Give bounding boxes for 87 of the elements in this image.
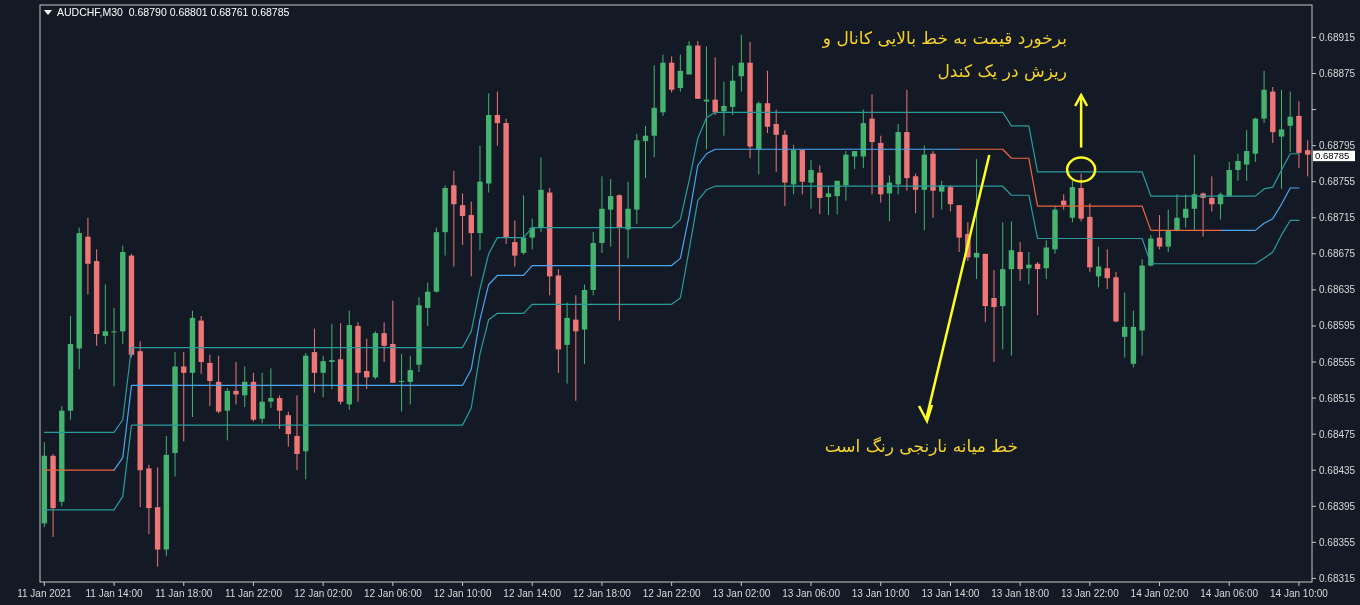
- candlestick: [1026, 251, 1032, 285]
- candlestick: [451, 170, 457, 267]
- candlestick: [425, 282, 431, 327]
- candlestick: [991, 269, 997, 363]
- y-tick-label: 0.68315: [1319, 572, 1356, 584]
- y-tick-label: 0.68795: [1319, 140, 1356, 152]
- candlestick: [1017, 241, 1023, 282]
- candlestick: [1121, 292, 1128, 359]
- y-tick-label: 0.68755: [1319, 176, 1356, 188]
- candlestick: [825, 185, 832, 216]
- candlestick: [520, 194, 527, 256]
- candlestick: [102, 283, 109, 345]
- candlestick: [1287, 91, 1293, 153]
- x-tick-label: 12 Jan 14:00: [503, 588, 562, 599]
- x-tick-label: 12 Jan 22:00: [642, 588, 701, 599]
- candlestick: [764, 70, 771, 134]
- y-tick-label: 0.68395: [1319, 500, 1356, 512]
- candlestick: [207, 354, 213, 407]
- x-tick-label: 14 Jan 06:00: [1200, 588, 1259, 599]
- x-tick-label: 11 Jan 14:00: [85, 588, 144, 599]
- candlestick: [573, 294, 579, 402]
- candlestick: [947, 184, 954, 212]
- text: 0.68785: [1315, 150, 1350, 162]
- y-tick-label: 0.68595: [1319, 320, 1356, 332]
- y-tick-label: 0.68915: [1319, 31, 1356, 43]
- candlestick: [494, 91, 501, 147]
- y-tick-label: 0.68675: [1319, 248, 1356, 260]
- x-tick-label: 13 Jan 06:00: [782, 588, 841, 599]
- x-tick-label: 13 Jan 02:00: [712, 588, 771, 599]
- candlestick: [233, 361, 239, 405]
- y-tick-label: 0.68515: [1319, 392, 1356, 404]
- candlestick: [468, 201, 474, 277]
- candlestick: [1278, 89, 1285, 190]
- candlestick: [259, 372, 265, 424]
- candlestick: [268, 367, 274, 409]
- y-tick-label: 0.68555: [1319, 356, 1356, 368]
- candlestick: [329, 323, 335, 390]
- candlestick: [1095, 246, 1102, 288]
- y-tick-label: 0.68635: [1319, 284, 1356, 296]
- candlestick: [1235, 153, 1241, 182]
- x-tick-label: 11 Jan 18:00: [155, 588, 213, 599]
- y-tick-label: 0.68435: [1319, 464, 1356, 476]
- candlestick: [1209, 175, 1215, 212]
- x-tick-label: 13 Jan 22:00: [1060, 588, 1120, 599]
- y-tick-label: 0.68715: [1319, 212, 1356, 224]
- candlestick: [607, 178, 614, 248]
- candlestick: [677, 54, 684, 93]
- candlestick: [311, 328, 318, 394]
- candlestick: [111, 307, 117, 387]
- candlestick: [276, 394, 283, 430]
- candlestick: [1174, 193, 1180, 232]
- candlestick: [381, 321, 387, 363]
- candlestick: [407, 355, 413, 405]
- candlestick: [1165, 209, 1171, 253]
- candlestick: [512, 219, 518, 267]
- y-tick-label: 0.68355: [1319, 536, 1356, 548]
- candlestick: [1243, 129, 1250, 182]
- x-tick-label: 13 Jan 10:00: [851, 588, 911, 599]
- x-tick-label: 11 Jan 22:00: [224, 588, 283, 599]
- candlestick: [1008, 220, 1015, 357]
- x-tick-label: 13 Jan 14:00: [921, 588, 980, 599]
- candlestick: [721, 81, 727, 137]
- candlestick: [625, 181, 631, 259]
- x-tick-label: 12 Jan 06:00: [363, 588, 423, 599]
- x-tick-label: 14 Jan 02:00: [1130, 588, 1189, 599]
- x-tick-label: 13 Jan 18:00: [991, 588, 1050, 599]
- y-tick-label: 0.68875: [1319, 68, 1356, 80]
- annotation: برخورد قیمت به خط بالایی کانال و ریزش در یک کندل: [821, 28, 1067, 81]
- annotation: خط میانه نارنجی رنگ است: [824, 436, 1018, 456]
- x-tick-label: 12 Jan 18:00: [573, 588, 632, 599]
- candlestick: [224, 387, 231, 441]
- candlestick: [398, 353, 405, 413]
- candlestick: [1156, 214, 1163, 250]
- candlestick: [869, 93, 875, 195]
- chart-title: AUDCHF,M30 0.68790 0.68801 0.68761 0.68785: [57, 6, 290, 18]
- x-tick-label: 14 Jan 10:00: [1270, 588, 1329, 599]
- candlestick: [808, 159, 814, 210]
- candlestick: [773, 109, 779, 173]
- candlestick: [294, 394, 300, 471]
- candlestick: [1104, 248, 1110, 290]
- candlestick: [1182, 193, 1189, 229]
- candlestick: [320, 355, 326, 398]
- y-tick-label: 0.68475: [1319, 428, 1356, 440]
- candlestick: [459, 192, 466, 246]
- x-tick-label: 12 Jan 10:00: [433, 588, 492, 599]
- x-tick-label: 11 Jan 2021: [17, 588, 72, 599]
- x-tick-label: 12 Jan 02:00: [294, 588, 353, 599]
